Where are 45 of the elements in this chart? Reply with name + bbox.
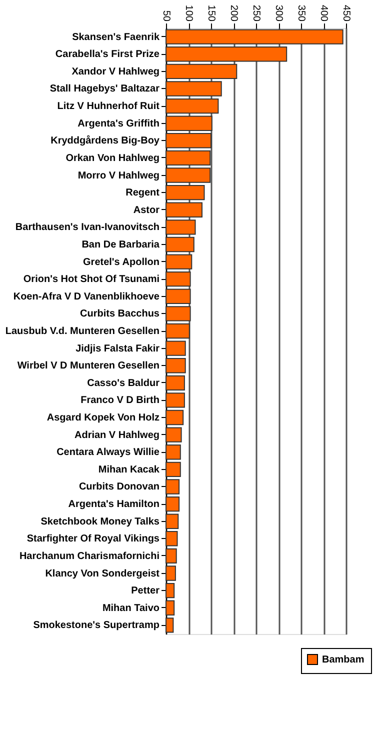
y-tick-label: Franco V D Birth: [80, 395, 160, 406]
y-tick-label: Klancy Von Sondergeist: [45, 568, 160, 580]
y-tick-label: Argenta's Hamilton: [68, 499, 160, 510]
y-tick-label: Asgard Kopek Von Holz: [46, 412, 160, 424]
x-tick-label: 200: [228, 4, 239, 22]
y-tick-label: Astor: [133, 204, 160, 216]
y-tick-label: Morro V Hahlweg: [78, 170, 160, 182]
y-tick-label: Stall Hagebys' Baltazar: [50, 84, 160, 95]
legend-label: Bambam: [322, 654, 364, 666]
y-tick-label: Mihan Kacak: [98, 464, 160, 476]
y-tick-label: Smokestone's Supertramp: [33, 620, 160, 632]
y-tick-label: Curbits Bacchus: [80, 308, 160, 320]
y-tick-label: Mihan Taivo: [102, 602, 160, 614]
x-tick-label: 50: [160, 10, 172, 22]
y-tick-label: Centara Always Willie: [56, 447, 160, 458]
y-tick-label: Jidjis Falsta Fakir: [76, 343, 160, 354]
y-tick-label: Skansen's Faenrik: [72, 32, 160, 43]
y-tick-label: Adrian V Hahlweg: [74, 430, 160, 441]
y-tick-label: Wirbel V D Munteren Gesellen: [17, 360, 160, 372]
y-tick-label: Barthausen's Ivan-Ivanovitsch: [15, 222, 160, 234]
x-tick-label: 400: [318, 4, 329, 22]
y-tick-label: Sketchbook Money Talks: [40, 516, 160, 528]
y-tick-label: Orion's Hot Shot Of Tsunami: [23, 274, 160, 286]
x-tick-label: 450: [340, 4, 352, 22]
y-tick-label: Koen-Afra V D Vanenblikhoeve: [13, 291, 160, 302]
x-tick-label: 300: [273, 4, 284, 22]
y-tick-label: Carabella's First Prize: [55, 49, 160, 60]
y-tick-label: Petter: [131, 586, 160, 597]
y-tick-label: Casso's Baldur: [87, 378, 160, 389]
y-tick-label: Harchanum Charismafornichi: [19, 550, 160, 562]
x-tick-label: 250: [250, 4, 262, 22]
x-tick-label: 350: [296, 4, 306, 22]
y-tick-label: Starfighter Of Royal Vikings: [26, 534, 160, 545]
y-tick-label: Gretel's Apollon: [83, 256, 160, 268]
y-tick-label: Ban De Barbaria: [82, 239, 160, 250]
y-tick-label: Argenta's Griffith: [78, 118, 160, 130]
y-tick-label: Kryddgårdens Big-Boy: [50, 134, 160, 147]
y-tick-label: Regent: [126, 188, 160, 199]
x-tick-label: 100: [183, 4, 194, 22]
y-tick-label: Xandor V Hahlweg: [72, 66, 160, 78]
y-tick-label: Orkan Von Hahlweg: [66, 152, 160, 164]
y-tick-label: Lausbub V.d. Munteren Gesellen: [5, 326, 160, 337]
x-tick-label: 150: [206, 4, 216, 22]
y-tick-label: Curbits Donovan: [78, 482, 160, 493]
y-tick-label: Litz V Huhnerhof Ruit: [57, 101, 160, 112]
